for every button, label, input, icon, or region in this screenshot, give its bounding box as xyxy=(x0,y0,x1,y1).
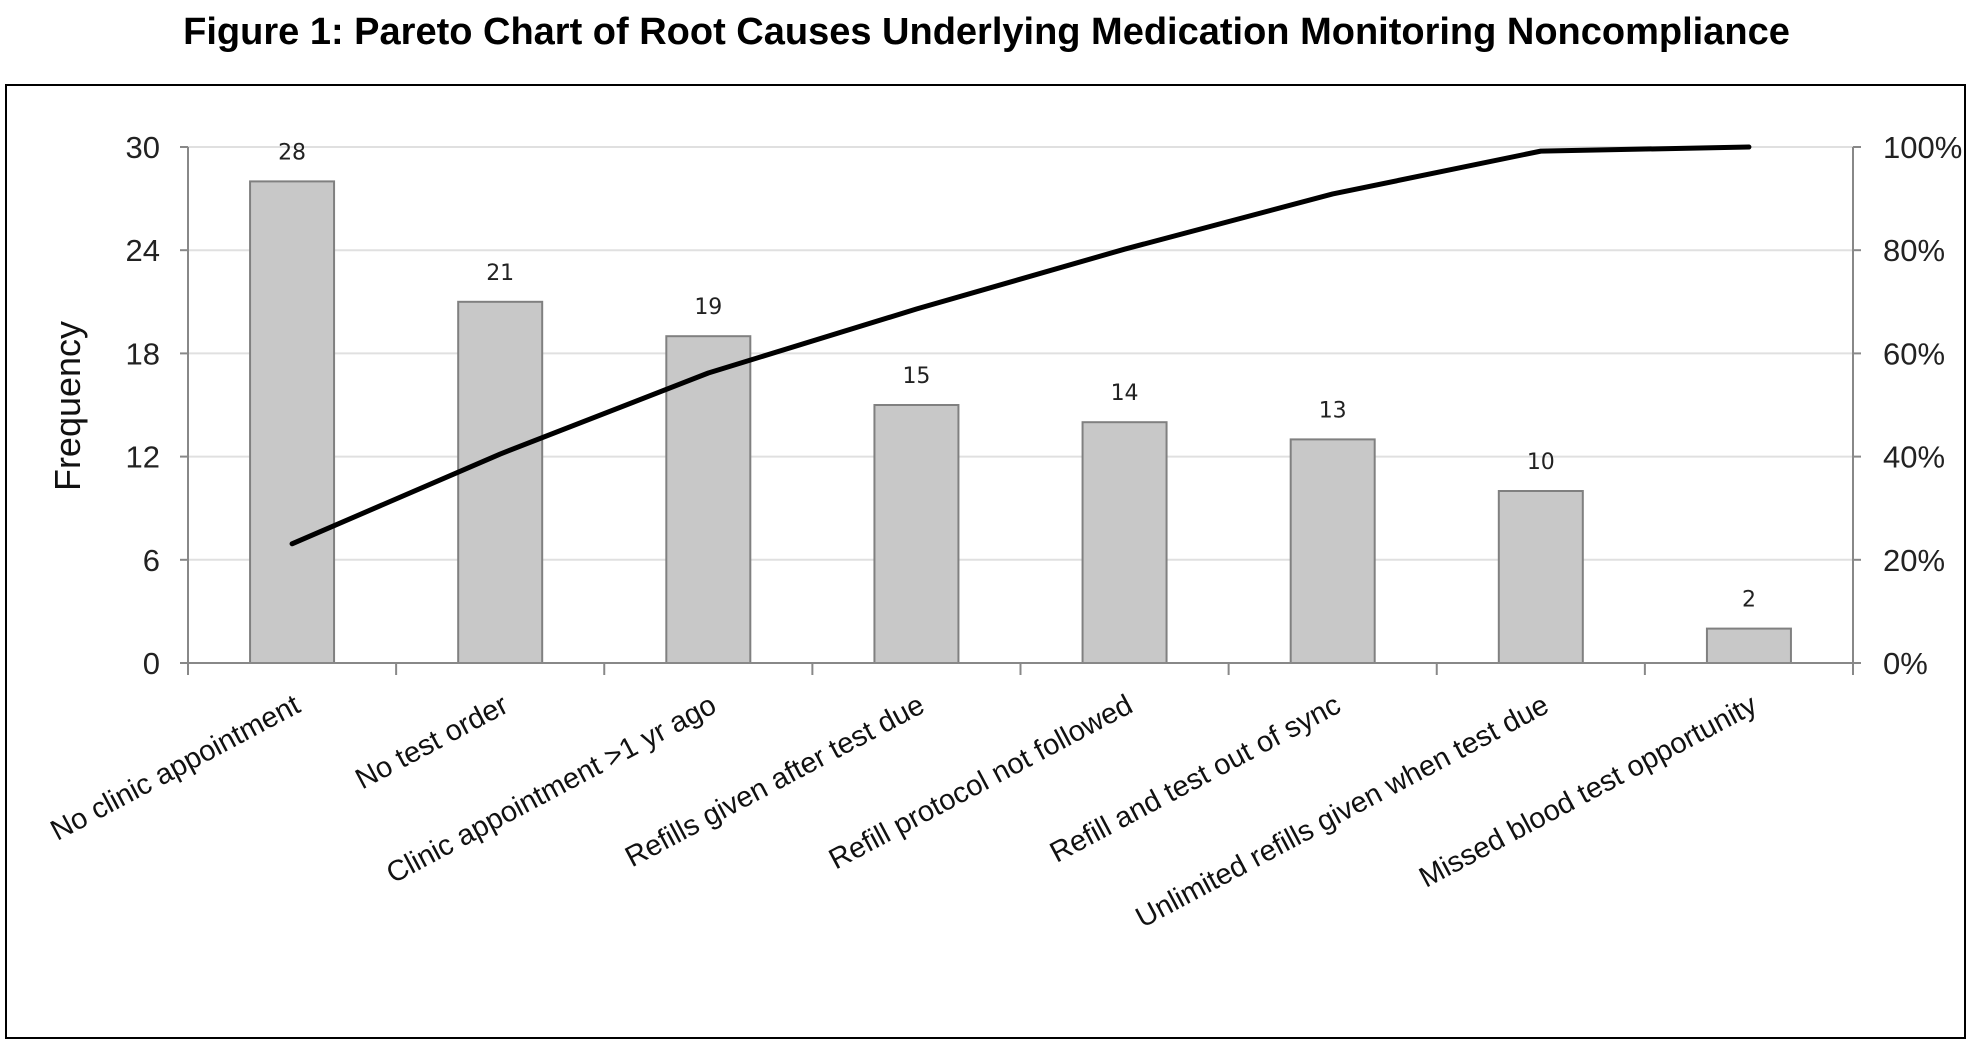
bar-value-label: 13 xyxy=(1319,398,1347,423)
bar-value-label: 19 xyxy=(694,295,722,320)
y2-tick-label: 60% xyxy=(1883,336,1945,371)
bar xyxy=(1497,490,1584,664)
category-label: Missed blood test opportunity xyxy=(1414,689,1763,895)
bar-value-label: 15 xyxy=(902,364,930,389)
bar-value-label: 21 xyxy=(486,261,514,286)
y-axis-title: Frequency xyxy=(47,321,88,491)
y-tick-label: 30 xyxy=(126,130,160,165)
gridlines xyxy=(188,146,1853,561)
bar xyxy=(873,404,960,664)
bar xyxy=(457,300,544,664)
y-tick-label: 12 xyxy=(126,440,160,475)
y2-tick-label: 0% xyxy=(1883,646,1928,681)
y2-tick-label: 40% xyxy=(1883,440,1945,475)
chart-title: Figure 1: Pareto Chart of Root Causes Un… xyxy=(183,11,1790,53)
bar-value-label: 2 xyxy=(1742,588,1756,613)
bar-value-label: 14 xyxy=(1111,381,1139,406)
bar xyxy=(1081,421,1168,665)
y-tick-label: 6 xyxy=(143,543,160,578)
category-label: Clinic appointment >1 yr ago xyxy=(381,689,721,890)
y-tick-label: 18 xyxy=(126,336,160,371)
y-tick-label: 0 xyxy=(143,646,160,681)
y2-tick-label: 20% xyxy=(1883,543,1945,578)
category-label: No clinic appointment xyxy=(46,689,306,847)
bar-value-label: 28 xyxy=(278,140,306,165)
bars xyxy=(249,180,1792,665)
axes xyxy=(180,146,1861,675)
cumulative-line-group xyxy=(289,144,1752,547)
bar xyxy=(1705,627,1792,664)
category-label: No test order xyxy=(350,689,513,796)
bar-value-label: 10 xyxy=(1527,450,1555,475)
y-tick-label: 24 xyxy=(126,233,160,268)
cumulative-percent-line xyxy=(289,144,1752,547)
y2-tick-label: 80% xyxy=(1883,233,1945,268)
y2-tick-label: 100% xyxy=(1883,130,1962,165)
chart-frame xyxy=(5,84,1966,1039)
bar xyxy=(1289,438,1376,664)
bar xyxy=(249,180,336,664)
category-label: Unlimited refills given when test due xyxy=(1131,689,1554,934)
